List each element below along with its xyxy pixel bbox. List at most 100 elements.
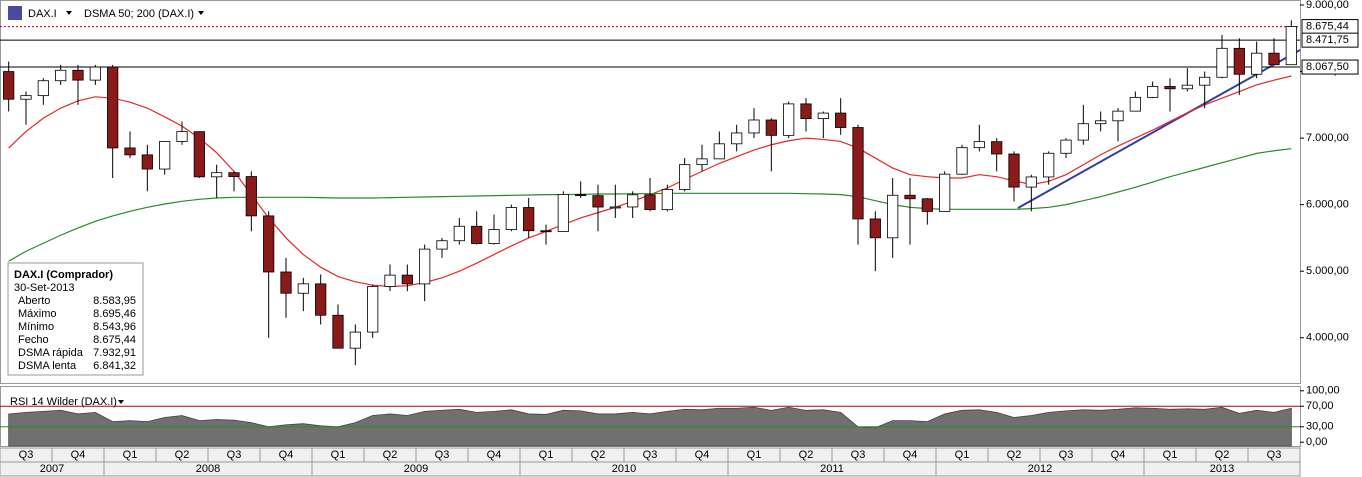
- candle-body: [20, 95, 32, 100]
- candle-body: [1129, 96, 1141, 112]
- y-tick-label: 5.000,00: [1306, 265, 1349, 277]
- candle-body: [713, 143, 725, 160]
- candle-body: [228, 172, 240, 177]
- candle-body: [731, 132, 743, 145]
- candle-body: [1233, 47, 1245, 75]
- dropdown-arrow[interactable]: [198, 11, 204, 15]
- candle-body: [661, 189, 673, 211]
- candle-body: [1043, 152, 1055, 178]
- info-value: 7.932,91: [93, 347, 136, 359]
- candle-body: [3, 71, 15, 100]
- candle-body: [887, 194, 899, 239]
- rsi-tick-label: 30,00: [1306, 421, 1334, 433]
- candle-body: [939, 173, 951, 212]
- info-value: 8.695,46: [93, 308, 136, 320]
- info-label: Aberto: [18, 295, 50, 307]
- quarter-label: Q4: [903, 449, 918, 461]
- year-label: 2009: [404, 463, 428, 475]
- info-date: 30-Set-2013: [14, 282, 75, 294]
- candle-body: [1268, 52, 1280, 66]
- symbol-icon: [8, 6, 22, 20]
- candle-body: [1251, 52, 1263, 75]
- quarter-label: Q4: [695, 449, 710, 461]
- dropdown-arrow[interactable]: [66, 11, 72, 15]
- candle-body: [176, 131, 188, 142]
- quarter-label: Q1: [1163, 449, 1178, 461]
- candle-body: [523, 207, 535, 232]
- candle-body: [748, 119, 760, 134]
- quarter-label: Q2: [175, 449, 190, 461]
- quarter-label: Q3: [19, 449, 34, 461]
- candle-body: [783, 103, 795, 136]
- candle-body: [852, 127, 864, 220]
- level-label: 8.675,44: [1306, 20, 1349, 32]
- candle-body: [488, 229, 500, 244]
- candle-body: [765, 119, 777, 136]
- candle-body: [921, 198, 933, 212]
- rsi-title: RSI 14 Wilder (DAX.I): [10, 396, 117, 408]
- quarter-label: Q1: [331, 449, 346, 461]
- level-label-box: [1301, 59, 1359, 75]
- quarter-label: Q1: [123, 449, 138, 461]
- candle-body: [1112, 110, 1124, 122]
- candle-body: [973, 141, 985, 149]
- candle-body: [679, 164, 691, 190]
- quarter-label: Q4: [1111, 449, 1126, 461]
- quarter-label: Q3: [1267, 449, 1282, 461]
- candle-body: [263, 215, 275, 273]
- symbol: DAX.I: [28, 8, 57, 20]
- candle-body: [211, 172, 223, 178]
- y-tick-label: 4.000,00: [1306, 332, 1349, 344]
- y-tick-label: 6.000,00: [1306, 199, 1349, 211]
- info-label: Mínimo: [18, 321, 54, 333]
- candle-body: [592, 195, 604, 208]
- candle-body: [384, 274, 396, 287]
- info-title: DAX.I (Comprador): [14, 269, 113, 281]
- candle-body: [245, 176, 257, 217]
- indicator-title: DSMA 50; 200 (DAX.I): [84, 8, 194, 20]
- quarter-label: Q3: [1059, 449, 1074, 461]
- candle-body: [1164, 86, 1176, 90]
- info-box: [7, 262, 144, 376]
- info-label: DSMA rápida: [18, 347, 84, 359]
- level-label-box: [1301, 32, 1359, 48]
- candle-body: [124, 147, 136, 156]
- candle-body: [436, 240, 448, 250]
- candle-body: [505, 207, 517, 231]
- candle-body: [1025, 176, 1037, 188]
- candle-body: [696, 158, 708, 166]
- candle-body: [471, 225, 483, 244]
- candle-body: [540, 230, 552, 233]
- rsi-tick-label: 0,00: [1306, 436, 1327, 448]
- candle-body: [1216, 47, 1228, 78]
- quarter-label: Q2: [383, 449, 398, 461]
- candle-body: [401, 274, 413, 285]
- candle-body: [89, 66, 101, 81]
- candle-body: [1147, 86, 1159, 98]
- candle-body: [332, 314, 344, 349]
- quarter-label: Q4: [487, 449, 502, 461]
- candle-body: [800, 103, 812, 119]
- candle-body: [55, 69, 67, 82]
- candle-body: [159, 141, 171, 170]
- candle-body: [315, 283, 327, 316]
- info-label: DSMA lenta: [18, 360, 77, 372]
- candle-body: [141, 154, 153, 170]
- quarter-label: Q1: [539, 449, 554, 461]
- year-label: 2011: [820, 463, 844, 475]
- info-value: 6.841,32: [93, 360, 136, 372]
- candle-body: [280, 271, 292, 294]
- candle-body: [817, 112, 829, 119]
- dropdown-arrow[interactable]: [118, 400, 124, 404]
- quarter-label: Q3: [643, 449, 658, 461]
- candle-body: [627, 194, 639, 208]
- candle-body: [349, 331, 361, 349]
- trend-line: [1017, 49, 1301, 209]
- year-label: 2012: [1028, 463, 1052, 475]
- rsi-pane: [0, 386, 1301, 447]
- candle-body: [956, 147, 968, 175]
- quarter-label: Q3: [851, 449, 866, 461]
- candle-body: [367, 286, 379, 333]
